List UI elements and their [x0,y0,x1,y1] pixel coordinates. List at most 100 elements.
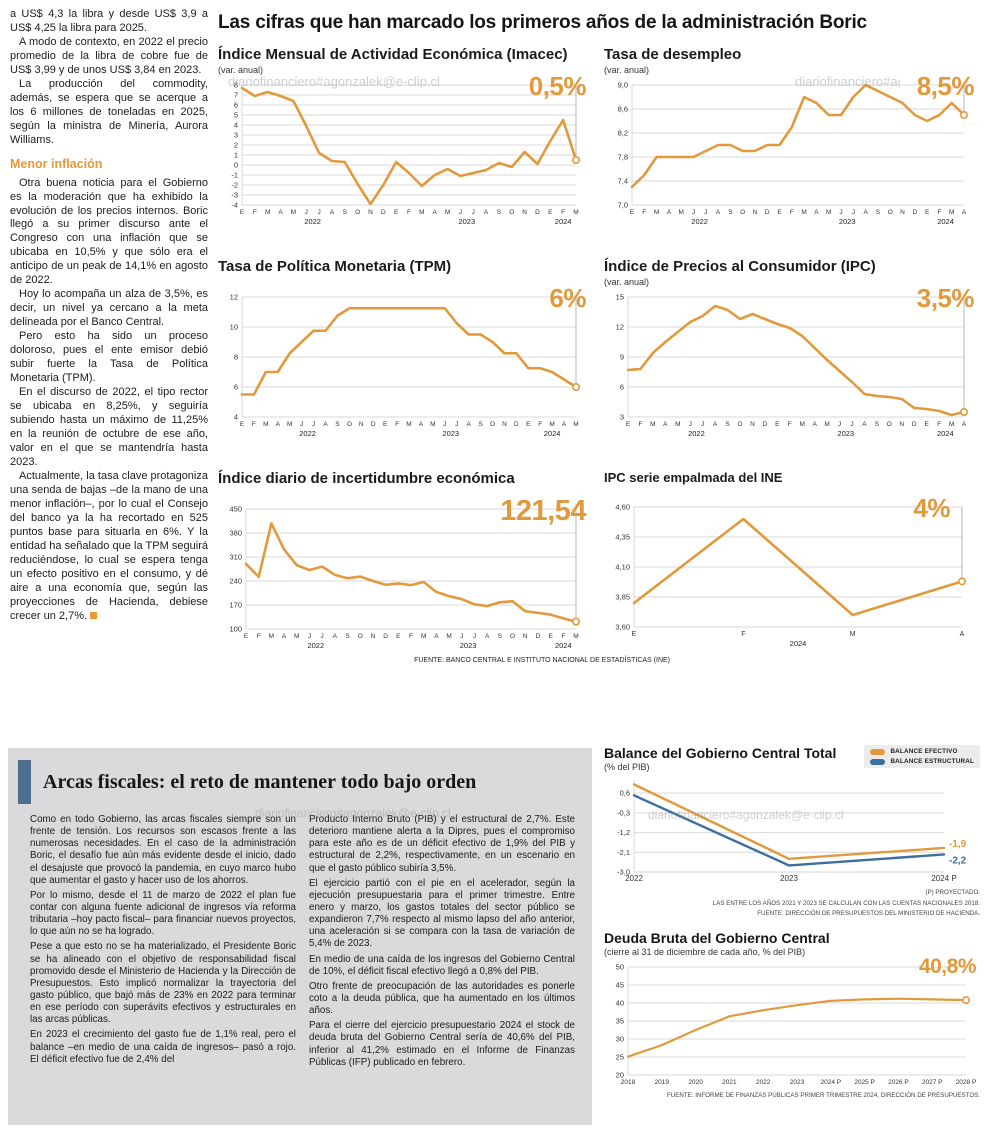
article-paragraph: Actualmente, la tasa clave protagoniza u… [10,469,208,622]
svg-text:6: 6 [234,101,238,110]
svg-text:2024: 2024 [544,429,561,438]
svg-text:A: A [716,209,721,216]
svg-text:6: 6 [234,383,238,392]
imacec-line-chart: 8 7 6 5 4 3 2 1 0 -1 -2 -3 -4 E F M A M J J A S O N D E F M A M J J A S O N… [218,79,590,229]
svg-text:A: A [812,421,817,428]
article-paragraph: Otra buena noticia para el Gobierno es l… [10,176,208,287]
chart-card-imacec: Índice Mensual de Actividad Económica (I… [218,46,590,258]
svg-text:M: M [650,421,655,428]
footnote: (P) PROYECTADO. [925,889,980,896]
svg-text:9: 9 [620,353,624,362]
svg-text:7,4: 7,4 [618,177,628,186]
svg-text:E: E [777,209,782,216]
imacec-latest-value: 0,5% [528,71,587,101]
svg-text:240: 240 [229,577,242,586]
svg-text:M: M [549,421,554,428]
svg-text:2019: 2019 [655,1079,670,1086]
chart-card-desempleo: Tasa de desempleo (var. anual) 8,5% 9,0 8… [604,46,978,258]
svg-text:2023: 2023 [780,874,798,883]
article-paragraph: La producción del commodity, además, se … [10,77,208,146]
deuda-line-chart: 50 45 40 35 30 25 20 2018 2019 2020 2021 2022 2023 20… [604,959,980,1089]
svg-text:J: J [839,209,842,216]
svg-text:N: N [899,421,904,428]
svg-text:S: S [725,421,730,428]
svg-text:-4: -4 [231,201,238,210]
svg-text:J: J [308,633,311,640]
svg-text:20: 20 [616,1070,624,1079]
svg-text:4,10: 4,10 [615,563,630,572]
svg-text:D: D [371,421,376,428]
svg-text:A: A [562,421,567,428]
svg-text:9,0: 9,0 [618,81,628,90]
svg-text:A: A [282,633,287,640]
svg-text:A: A [862,421,867,428]
svg-text:J: J [692,209,695,216]
svg-text:-3: -3 [231,191,238,200]
svg-text:J: J [305,209,308,216]
svg-text:A: A [323,421,328,428]
svg-text:E: E [925,209,930,216]
desempleo-latest-value: 8,5% [916,71,975,101]
svg-text:J: J [459,209,462,216]
svg-text:O: O [888,209,893,216]
svg-text:-1,2: -1,2 [617,828,630,837]
svg-text:2022: 2022 [304,217,321,226]
svg-text:A: A [485,633,490,640]
legend-label-efectivo: BALANCE EFECTIVO [890,748,958,755]
svg-text:J: J [460,633,463,640]
svg-text:M: M [800,421,805,428]
svg-text:M: M [294,633,299,640]
svg-text:2022: 2022 [756,1079,771,1086]
ipc-ine-line-chart: 4,60 4,35 4,10 3,85 3,60 E F M A 2024 [604,501,978,651]
svg-text:A: A [434,633,439,640]
svg-text:8,6: 8,6 [618,105,628,114]
chart-card-ipc: Índice de Precios al Consumidor (IPC) (v… [604,258,978,470]
svg-text:N: N [750,421,755,428]
chart-subtitle [218,277,590,289]
svg-text:F: F [407,209,411,216]
fiscal-paragraph: Para el cierre del ejercicio presupuesta… [309,1020,575,1068]
main-headline: Las cifras que han marcado los primeros … [218,12,867,33]
chart-subtitle: (% del PIB) [604,762,650,772]
article-paragraph: A modo de contexto, en 2022 el precio pr… [10,35,208,76]
svg-text:N: N [522,209,527,216]
article-subheading: Menor inflación [10,156,103,171]
svg-text:D: D [536,633,541,640]
svg-text:2024 P: 2024 P [931,874,956,883]
svg-text:2020: 2020 [688,1079,703,1086]
charts-grid: Índice Mensual de Actividad Económica (I… [218,46,980,682]
svg-text:2022: 2022 [625,874,643,883]
svg-text:F: F [409,633,413,640]
svg-text:A: A [814,209,819,216]
incertidumbre-latest-value: 121,54 [500,495,586,527]
svg-text:2024: 2024 [555,641,572,650]
svg-text:A: A [962,421,967,428]
svg-text:25: 25 [616,1052,624,1061]
svg-text:J: J [838,421,841,428]
svg-text:2028 P: 2028 P [956,1079,977,1086]
svg-text:2023: 2023 [442,429,459,438]
chart-title-imacec: Índice Mensual de Actividad Económica (I… [218,46,568,63]
fiscal-title: Arcas fiscales: el reto de mantener todo… [43,770,477,793]
deuda-latest-value: 40,8% [918,954,977,978]
svg-text:-2,1: -2,1 [617,848,630,857]
svg-text:M: M [949,421,954,428]
svg-text:50: 50 [616,962,624,971]
svg-text:J: J [850,421,853,428]
svg-text:E: E [632,631,637,638]
legend-entry-estructural: BALANCE ESTRUCTURAL [870,758,974,765]
svg-text:2024: 2024 [937,217,954,226]
svg-text:D: D [763,421,768,428]
article-paragraph: En el discurso de 2022, el tipo rector s… [10,386,208,468]
svg-text:S: S [345,633,350,640]
svg-text:M: M [850,631,856,638]
svg-text:N: N [502,421,507,428]
svg-text:A: A [667,209,672,216]
fiscal-paragraph: Producto Interno Bruto (PIB) y el estruc… [309,814,575,874]
svg-text:O: O [510,633,515,640]
fiscal-column-2: Producto Interno Bruto (PIB) y el estruc… [309,814,575,1072]
svg-text:J: J [300,421,303,428]
svg-text:2024: 2024 [937,429,954,438]
chart-title-desempleo: Tasa de desempleo [604,46,742,63]
